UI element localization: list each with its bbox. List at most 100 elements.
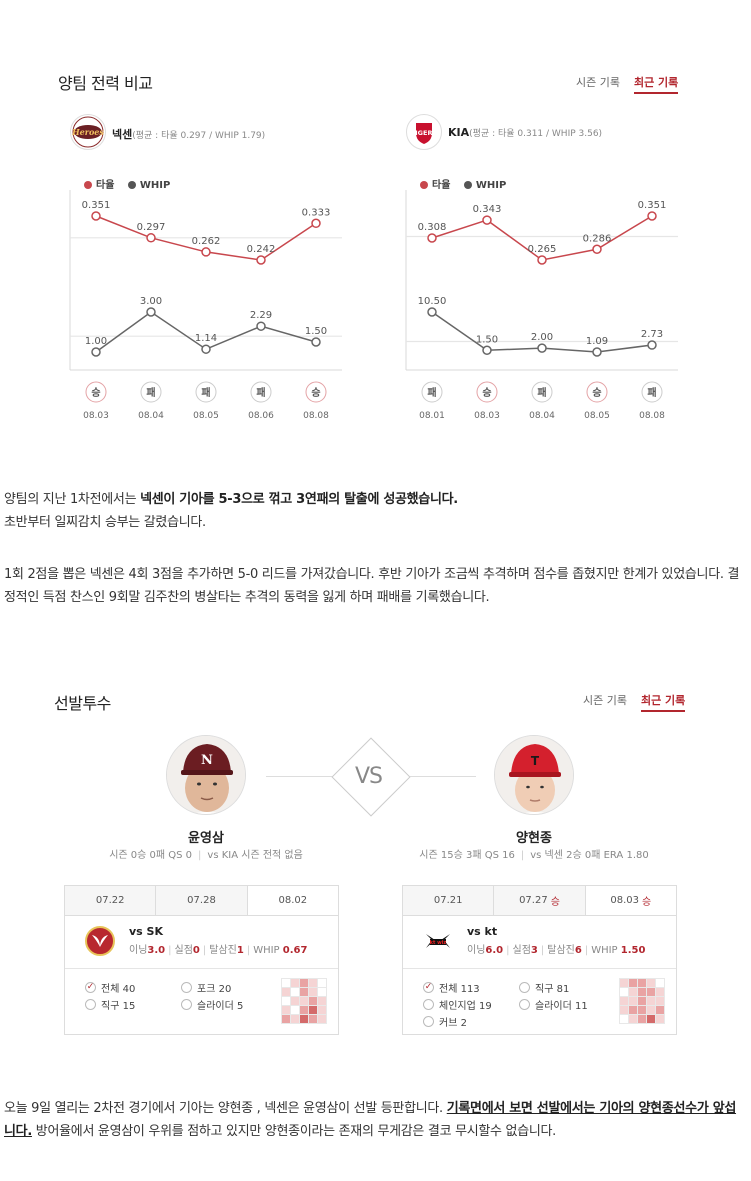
whip-label: WHIP	[591, 945, 618, 956]
zone-cell	[638, 1006, 646, 1014]
game-date-tab[interactable]: 07.28	[156, 886, 248, 915]
vs-record: vs 넥센 2승 0패 ERA 1.80	[530, 850, 649, 861]
whip-data-point	[201, 344, 211, 354]
pitch-filter-label: 전체 113	[439, 984, 480, 995]
game-result: 승	[642, 896, 652, 908]
radio-icon	[519, 982, 530, 993]
avg-data-label: 0.308	[418, 222, 447, 233]
avg-data-point	[647, 211, 657, 221]
zone-cell	[282, 1006, 290, 1014]
compare-title: 양팀 전력 비교	[58, 74, 153, 93]
whip-legend-label: WHIP	[139, 180, 171, 191]
strike-zone-heatmap	[281, 978, 327, 1024]
game-result-badge	[85, 381, 107, 403]
radio-icon	[423, 999, 434, 1010]
tab-season-record[interactable]: 시즌 기록	[576, 76, 620, 89]
whip-data-point	[146, 307, 156, 317]
pitch-filter-slider[interactable]: 슬라이더 5	[181, 997, 243, 1012]
avg-legend-dot	[84, 181, 92, 189]
pitch-filter-label: 커브 2	[439, 1018, 467, 1029]
opponent-name: vs SK	[129, 925, 163, 938]
zone-cell	[629, 988, 637, 996]
avg-data-point	[146, 233, 156, 243]
zone-cell	[629, 979, 637, 987]
sk-wyverns-logo	[85, 926, 115, 956]
nexen-recent-chart: 0.351 0.297 0.262 0.242 0.333 1.00 3.00 1.14 2.2…	[69, 190, 342, 421]
whip-data-label: 2.73	[641, 329, 663, 340]
innings-label: 이닝	[467, 945, 486, 956]
game-date: 07.28	[187, 895, 216, 906]
zone-cell	[647, 997, 655, 1005]
game-date-tab[interactable]: 07.22	[65, 886, 157, 915]
article-emphasis: 넥센이 기아를 5-3으로 꺾고 3연패의 탈출에 성공했습니다.	[140, 492, 458, 507]
zone-cell	[656, 988, 664, 996]
game-stat-line: 이닝6.0 | 실점3 | 탈삼진6 | WHIP 1.50	[467, 945, 646, 956]
pitch-filter-fork[interactable]: 포크 20	[181, 980, 231, 995]
tab-recent-record[interactable]: 최근 기록	[640, 694, 686, 712]
game-result-badge	[476, 381, 498, 403]
x-tick-label: 08.05	[584, 411, 610, 421]
x-tick-label: 08.04	[138, 411, 164, 421]
starters-title: 선발투수	[54, 694, 111, 713]
tab-season-record[interactable]: 시즌 기록	[583, 694, 627, 707]
whip-data-label: 2.29	[250, 310, 272, 321]
avg-data-label: 0.286	[583, 233, 612, 244]
zone-cell	[656, 1015, 664, 1023]
runs-value: 0	[192, 945, 200, 956]
article-paragraph-1: 양팀의 지난 1차전에서는 넥센이 기아를 5-3으로 꺾고 3연패의 탈출에 …	[4, 488, 744, 534]
nexen-heroes-logo: Heroes	[70, 114, 106, 150]
zone-cell	[291, 1006, 299, 1014]
avg-data-point	[537, 255, 547, 265]
avg-data-point	[256, 255, 266, 265]
x-tick-label: 08.03	[474, 411, 500, 421]
zone-cell	[291, 997, 299, 1005]
left-pitcher-avatar: N	[166, 735, 246, 815]
zone-cell	[309, 997, 317, 1005]
whip-data-label: 1.00	[85, 336, 107, 347]
zone-cell	[300, 979, 308, 987]
whip-data-label: 1.50	[305, 326, 327, 337]
x-tick-label: 08.01	[419, 411, 445, 421]
game-date: 07.21	[433, 895, 463, 906]
pitch-filter-all[interactable]: 전체 113	[423, 980, 480, 995]
zone-cell	[647, 979, 655, 987]
article-paragraph-3: 오늘 9일 열리는 2차전 경기에서 기아는 양현종 , 넥센은 윤영삼이 선발…	[4, 1097, 744, 1143]
game-result-label: 승	[482, 387, 491, 399]
tab-recent-record[interactable]: 최근 기록	[633, 76, 679, 94]
game-result-label: 승	[91, 387, 100, 399]
strike-zone-heatmap	[619, 978, 665, 1024]
left-team-average: (평균 : 타율 0.297 / WHIP 1.79)	[132, 131, 266, 141]
game-result-label: 패	[537, 386, 546, 399]
compare-record-tabs: 시즌 기록 최근 기록	[562, 74, 679, 94]
vs-divider-left	[266, 776, 336, 777]
whip-data-label: 2.00	[531, 332, 553, 343]
innings-value: 3.0	[147, 945, 166, 956]
avg-data-point	[201, 247, 211, 257]
game-date-tab[interactable]: 08.02	[247, 886, 338, 915]
pitch-filter-label: 포크 20	[197, 984, 232, 995]
zone-cell	[282, 979, 290, 987]
runs-label: 실점	[174, 945, 193, 956]
avg-data-label: 0.343	[473, 204, 502, 215]
right-pitcher-season-stats: 시즌 15승 3패 QS 16 | vs 넥센 2승 0패 ERA 1.80	[419, 850, 649, 861]
pitch-filter-fastball[interactable]: 직구 81	[519, 980, 569, 995]
game-date-tab[interactable]: 07.27 승	[494, 886, 586, 915]
pitch-filter-curve[interactable]: 커브 2	[423, 1014, 467, 1029]
pitch-filter-changeup[interactable]: 체인지업 19	[423, 997, 492, 1012]
zone-cell	[282, 1015, 290, 1023]
pitch-filter-fastball[interactable]: 직구 15	[85, 997, 135, 1012]
avg-legend-dot	[420, 181, 428, 189]
whip-data-label: 1.14	[195, 333, 217, 344]
pitch-filter-slider[interactable]: 슬라이더 11	[519, 997, 588, 1012]
zone-cell	[282, 997, 290, 1005]
game-result-label: 승	[311, 387, 320, 399]
svg-text:kt wiz: kt wiz	[430, 940, 447, 946]
game-result-badge	[305, 381, 327, 403]
game-date-tab[interactable]: 08.03 승	[585, 886, 676, 915]
left-team-summary: 넥센(평균 : 타율 0.297 / WHIP 1.79)	[112, 126, 265, 142]
game-date-tab[interactable]: 07.21	[403, 886, 495, 915]
season-record: 시즌 15승 3패 QS 16	[419, 850, 515, 861]
avg-legend-label: 타율	[432, 180, 451, 191]
zone-cell	[629, 1006, 637, 1014]
pitch-filter-all[interactable]: 전체 40	[85, 980, 135, 995]
